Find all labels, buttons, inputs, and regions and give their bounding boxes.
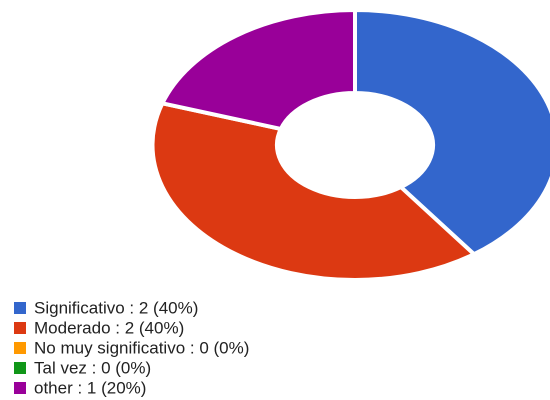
legend-label: Moderado : 2 (40%) — [34, 318, 184, 337]
legend-swatch — [14, 302, 26, 314]
legend-label: Significativo : 2 (40%) — [34, 298, 198, 317]
legend-swatch — [14, 322, 26, 334]
donut — [153, 10, 550, 280]
legend-swatch — [14, 362, 26, 374]
donut-slice — [153, 103, 475, 280]
legend: Significativo : 2 (40%)Moderado : 2 (40%… — [14, 298, 249, 397]
legend-label: other : 1 (20%) — [34, 378, 146, 397]
donut-slice — [355, 10, 550, 254]
legend-swatch — [14, 382, 26, 394]
donut-slice — [162, 10, 355, 129]
legend-label: Tal vez : 0 (0%) — [34, 358, 151, 377]
legend-swatch — [14, 342, 26, 354]
legend-label: No muy significativo : 0 (0%) — [34, 338, 249, 357]
